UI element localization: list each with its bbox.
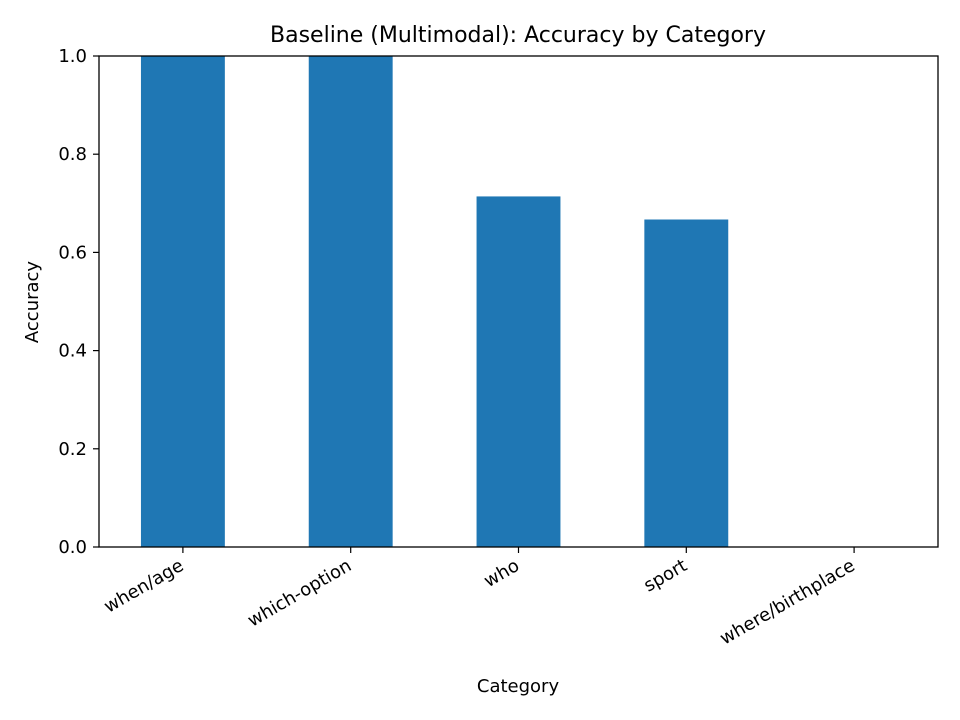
bar-0 xyxy=(140,56,225,547)
y-axis-label: Accuracy xyxy=(22,261,43,344)
chart-title: Baseline (Multimodal): Accuracy by Categ… xyxy=(270,23,766,48)
y-tick-label: 0.2 xyxy=(58,439,87,460)
y-tick-label: 0.8 xyxy=(58,144,87,165)
y-tick-label: 0.0 xyxy=(58,537,87,558)
x-axis: when/age which-option who sport where/birthp… xyxy=(101,547,859,649)
y-tick-label: 1.0 xyxy=(58,46,87,67)
y-tick-label: 0.4 xyxy=(58,341,87,362)
y-tick-label: 0.6 xyxy=(58,242,87,263)
x-tick-label: which-option xyxy=(244,555,355,631)
bar-3 xyxy=(644,219,729,548)
y-axis: 0.0 0.2 0.4 0.6 0.8 1.0 xyxy=(58,46,99,558)
x-tick-label: when/age xyxy=(101,555,188,617)
x-tick-label: who xyxy=(480,555,523,592)
x-axis-label: Category xyxy=(477,676,560,697)
bars-group xyxy=(140,56,729,548)
bar-2 xyxy=(476,196,561,547)
x-tick-label: sport xyxy=(640,555,691,596)
x-tick-label: where/birthplace xyxy=(716,555,858,649)
bar-1 xyxy=(308,56,393,547)
